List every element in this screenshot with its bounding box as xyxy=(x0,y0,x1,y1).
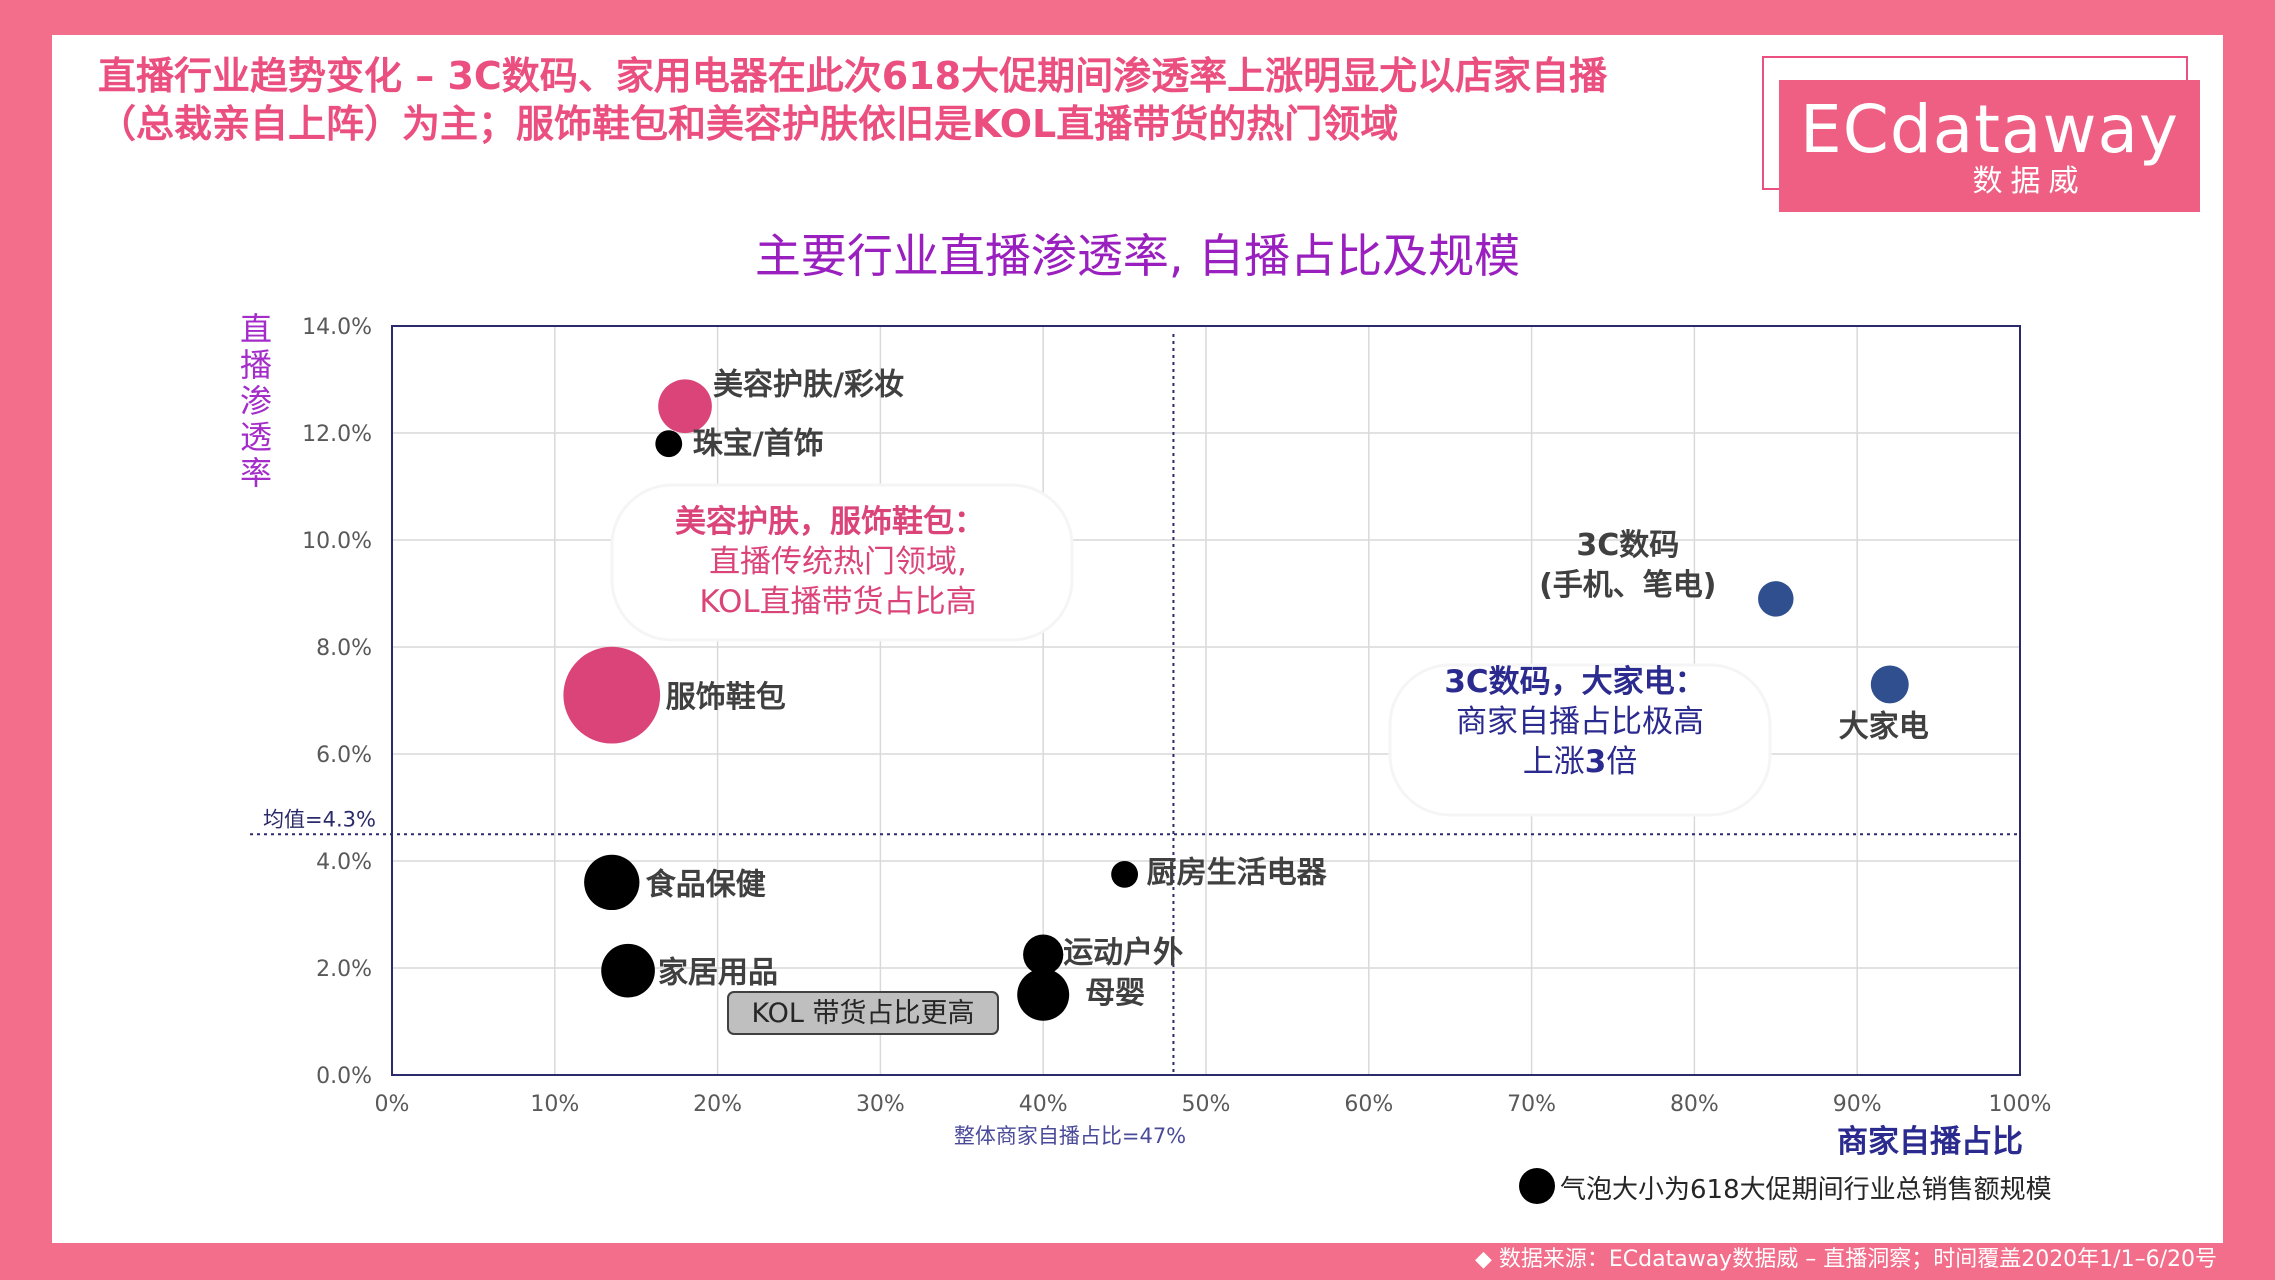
slide-background xyxy=(52,35,2223,1243)
annotation-line: 商家自播占比极高 xyxy=(1456,704,1704,740)
x-tick-label: 90% xyxy=(1833,1092,1882,1117)
overall-share-label: 整体商家自播占比=47% xyxy=(954,1124,1186,1148)
bubble xyxy=(1758,581,1794,617)
bubble-label: 珠宝/首饰 xyxy=(693,427,824,462)
logo: ECdataway 数据威 xyxy=(1779,80,2200,212)
bubble xyxy=(655,430,683,458)
bubble xyxy=(658,379,712,434)
bubble-label: 大家电 xyxy=(1839,709,1929,744)
average-label: 均值=4.3% xyxy=(263,807,376,831)
bubble-label: 运动户外 xyxy=(1063,936,1183,971)
y-tick-label: 12.0% xyxy=(302,422,372,447)
x-tick-label: 30% xyxy=(856,1092,905,1117)
kol-callout-text: KOL 带货占比更高 xyxy=(751,998,974,1029)
y-axis-title: 直播渗透率 xyxy=(240,310,272,492)
page-title: 直播行业趋势变化 – 3C数码、家用电器在此次618大促期间渗透率上涨明显尤以店… xyxy=(98,54,1608,146)
chart-title: 主要行业直播渗透率, 自播占比及规模 xyxy=(754,229,1521,283)
bubble-label: 食品保健 xyxy=(646,867,766,902)
bubble-label: 3C数码(手机、笔电) xyxy=(1539,528,1716,603)
y-tick-label: 2.0% xyxy=(316,957,372,982)
x-tick-label: 10% xyxy=(530,1092,579,1117)
legend-text: 气泡大小为618大促期间行业总销售额规模 xyxy=(1560,1175,2052,1205)
x-tick-label: 50% xyxy=(1182,1092,1231,1117)
bubble xyxy=(1870,665,1909,704)
bubble-label: 服饰鞋包 xyxy=(666,680,786,715)
x-tick-label: 80% xyxy=(1670,1092,1719,1117)
x-tick-label: 70% xyxy=(1507,1092,1556,1117)
x-tick-label: 100% xyxy=(1989,1092,2052,1117)
bubble-label: 美容护肤/彩妆 xyxy=(713,367,904,402)
y-tick-label: 6.0% xyxy=(316,743,372,768)
bubble xyxy=(584,854,640,911)
x-tick-label: 60% xyxy=(1344,1092,1393,1117)
bubble-label: 家居用品 xyxy=(658,956,778,991)
x-tick-label: 0% xyxy=(375,1092,410,1117)
y-tick-label: 10.0% xyxy=(302,529,372,554)
bubble xyxy=(1017,968,1070,1021)
annotation-title: 3C数码，大家电： xyxy=(1444,664,1705,700)
plot-frame xyxy=(391,325,2021,1076)
annotation-line: KOL直播带货占比高 xyxy=(699,584,976,620)
annotation-line: 直播传统热门领域, xyxy=(709,544,967,580)
annotation-title: 美容护肤，服饰鞋包： xyxy=(675,504,985,540)
bubble xyxy=(563,646,661,744)
y-tick-label: 8.0% xyxy=(316,636,372,661)
annotation-glow xyxy=(610,483,1074,642)
x-axis-title: 商家自播占比 xyxy=(1837,1124,2023,1160)
bubble xyxy=(601,943,655,998)
y-tick-label: 0.0% xyxy=(316,1064,372,1089)
x-tick-label: 40% xyxy=(1019,1092,1068,1117)
bubble-label: 厨房生活电器 xyxy=(1147,855,1328,890)
y-tick-label: 4.0% xyxy=(316,850,372,875)
bubble-label: 母婴 xyxy=(1085,976,1145,1011)
y-tick-label: 14.0% xyxy=(302,315,372,340)
bubble xyxy=(1111,860,1139,888)
logo-brand: ECdataway xyxy=(1800,91,2179,168)
kol-callout-box xyxy=(727,991,999,1035)
logo-brand-cn: 数据威 xyxy=(1972,164,2087,199)
x-tick-label: 20% xyxy=(693,1092,742,1117)
annotation-line: 上涨3倍 xyxy=(1523,744,1638,780)
bubble xyxy=(1023,934,1064,975)
annotation-glow xyxy=(1388,663,1772,817)
legend-bubble xyxy=(1519,1168,1555,1204)
footer-source: ◆ 数据来源：ECdataway数据威 – 直播洞察；时间覆盖2020年1/1–… xyxy=(1474,1247,2217,1272)
